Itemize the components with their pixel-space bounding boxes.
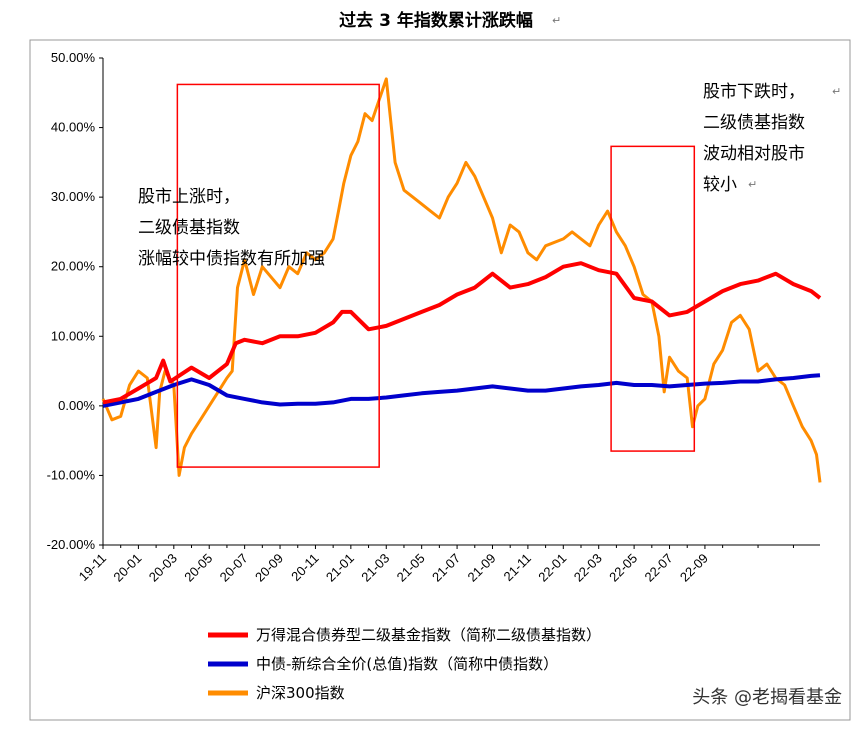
y-tick-label: 20.00%	[51, 259, 96, 274]
x-tick-label: 21-11	[501, 551, 534, 584]
y-tick-label: 10.00%	[51, 328, 96, 343]
chart-title: 过去 3 年指数累计涨跌幅	[339, 10, 533, 31]
x-tick-label: 22-09	[677, 551, 711, 585]
x-tick-label: 22-05	[606, 551, 640, 585]
annotation-text-falling: 波动相对股市	[703, 144, 805, 164]
y-tick-label: 50.00%	[51, 50, 96, 65]
x-tick-label: 20-09	[252, 551, 286, 585]
annotation-text-rising: 涨幅较中债指数有所加强	[138, 249, 325, 269]
annotation-text-falling: 股市下跌时，	[703, 82, 805, 102]
annotation-text-rising: 二级债基指数	[138, 218, 240, 238]
y-tick-label: -10.00%	[47, 467, 96, 482]
y-tick-label: -20.00%	[47, 537, 96, 552]
annotation-box-falling	[610, 145, 696, 452]
annotation-text-falling: 较小	[703, 175, 737, 195]
chart-frame	[29, 39, 851, 721]
x-tick-label: 21-09	[464, 551, 498, 585]
series-line-bond-fund	[102, 261, 822, 405]
x-tick-label: 22-01	[535, 551, 569, 585]
x-tick-label: 20-03	[146, 551, 180, 585]
legend-label-csi300: 沪深300指数	[256, 684, 345, 702]
legend-label-bond-index: 中债-新综合全价(总值)指数（简称中债指数）	[256, 655, 558, 673]
x-tick-label: 20-07	[217, 551, 251, 585]
x-tick-label: 22-07	[642, 551, 676, 585]
x-tick-label: 19-11	[76, 551, 109, 584]
x-tick-label: 21-03	[358, 551, 392, 585]
paragraph-mark: ↵	[748, 178, 757, 191]
series-line-bond-index	[102, 373, 821, 408]
x-tick-label: 20-11	[288, 551, 321, 584]
paragraph-mark: ↵	[832, 85, 841, 98]
legend-label-bond-fund: 万得混合债券型二级基金指数（简称二级债基指数）	[256, 626, 601, 644]
x-tick-label: 21-01	[323, 551, 357, 585]
plot-area: 50.00% 40.00% 30.00% 20.00% 10.00% 0.00% -10.0…	[47, 50, 842, 585]
legend: 万得混合债券型二级基金指数（简称二级债基指数） 中债-新综合全价(总值)指数（简…	[208, 626, 601, 702]
x-tick-label: 21-05	[394, 551, 428, 585]
annotation-box-rising	[176, 83, 380, 468]
x-tick-label: 21-07	[429, 551, 463, 585]
annotation-text-falling: 二级债基指数	[703, 113, 805, 133]
y-tick-label: 30.00%	[51, 189, 96, 204]
y-tick-label: 40.00%	[51, 120, 96, 135]
series-line-csi300	[101, 77, 822, 483]
title-paragraph-mark: ↵	[552, 14, 561, 27]
watermark: 头条 @老揭看基金	[692, 687, 842, 708]
annotation-text-rising: 股市上涨时，	[138, 187, 240, 207]
x-tick-label: 20-05	[181, 551, 215, 585]
x-tick-label: 20-01	[110, 551, 144, 585]
y-tick-label: 0.00%	[58, 398, 95, 413]
x-tick-label: 22-03	[571, 551, 605, 585]
